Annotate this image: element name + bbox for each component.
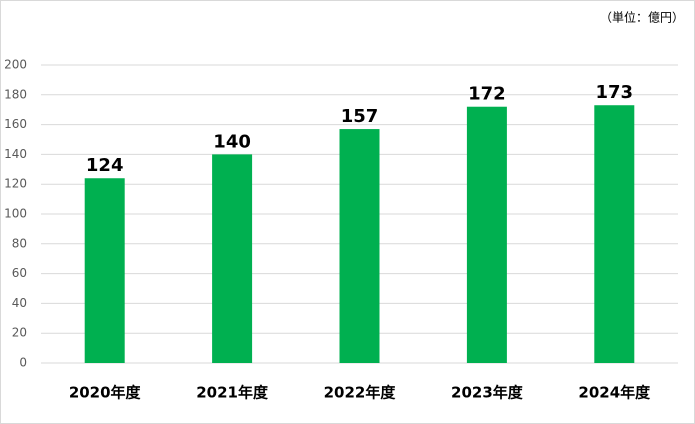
x-tick-label: 2020年度 — [69, 384, 142, 402]
y-tick-label: 160 — [4, 117, 27, 131]
y-tick-label: 200 — [4, 58, 27, 72]
data-label: 140 — [213, 131, 251, 152]
data-label: 124 — [86, 155, 124, 176]
bar — [466, 106, 507, 363]
y-tick-label: 80 — [12, 236, 27, 250]
y-tick-label: 140 — [4, 147, 27, 161]
x-tick-label: 2023年度 — [451, 384, 524, 402]
bar — [84, 178, 125, 363]
x-tick-label: 2024年度 — [578, 384, 651, 402]
y-tick-label: 180 — [4, 87, 27, 101]
x-tick-label: 2021年度 — [196, 384, 269, 402]
bar — [594, 105, 635, 363]
y-tick-label: 100 — [4, 207, 27, 221]
y-tick-label: 60 — [12, 266, 27, 280]
y-tick-label: 40 — [12, 296, 27, 310]
data-label: 157 — [341, 106, 379, 127]
x-tick-label: 2022年度 — [324, 384, 397, 402]
y-tick-label: 0 — [19, 356, 27, 370]
data-label: 172 — [468, 84, 506, 105]
unit-label: （単位：億円） — [600, 10, 684, 25]
y-tick-label: 20 — [12, 326, 27, 340]
bar — [212, 154, 253, 363]
data-label: 173 — [596, 82, 634, 103]
bar — [339, 129, 380, 363]
y-tick-label: 120 — [4, 177, 27, 191]
